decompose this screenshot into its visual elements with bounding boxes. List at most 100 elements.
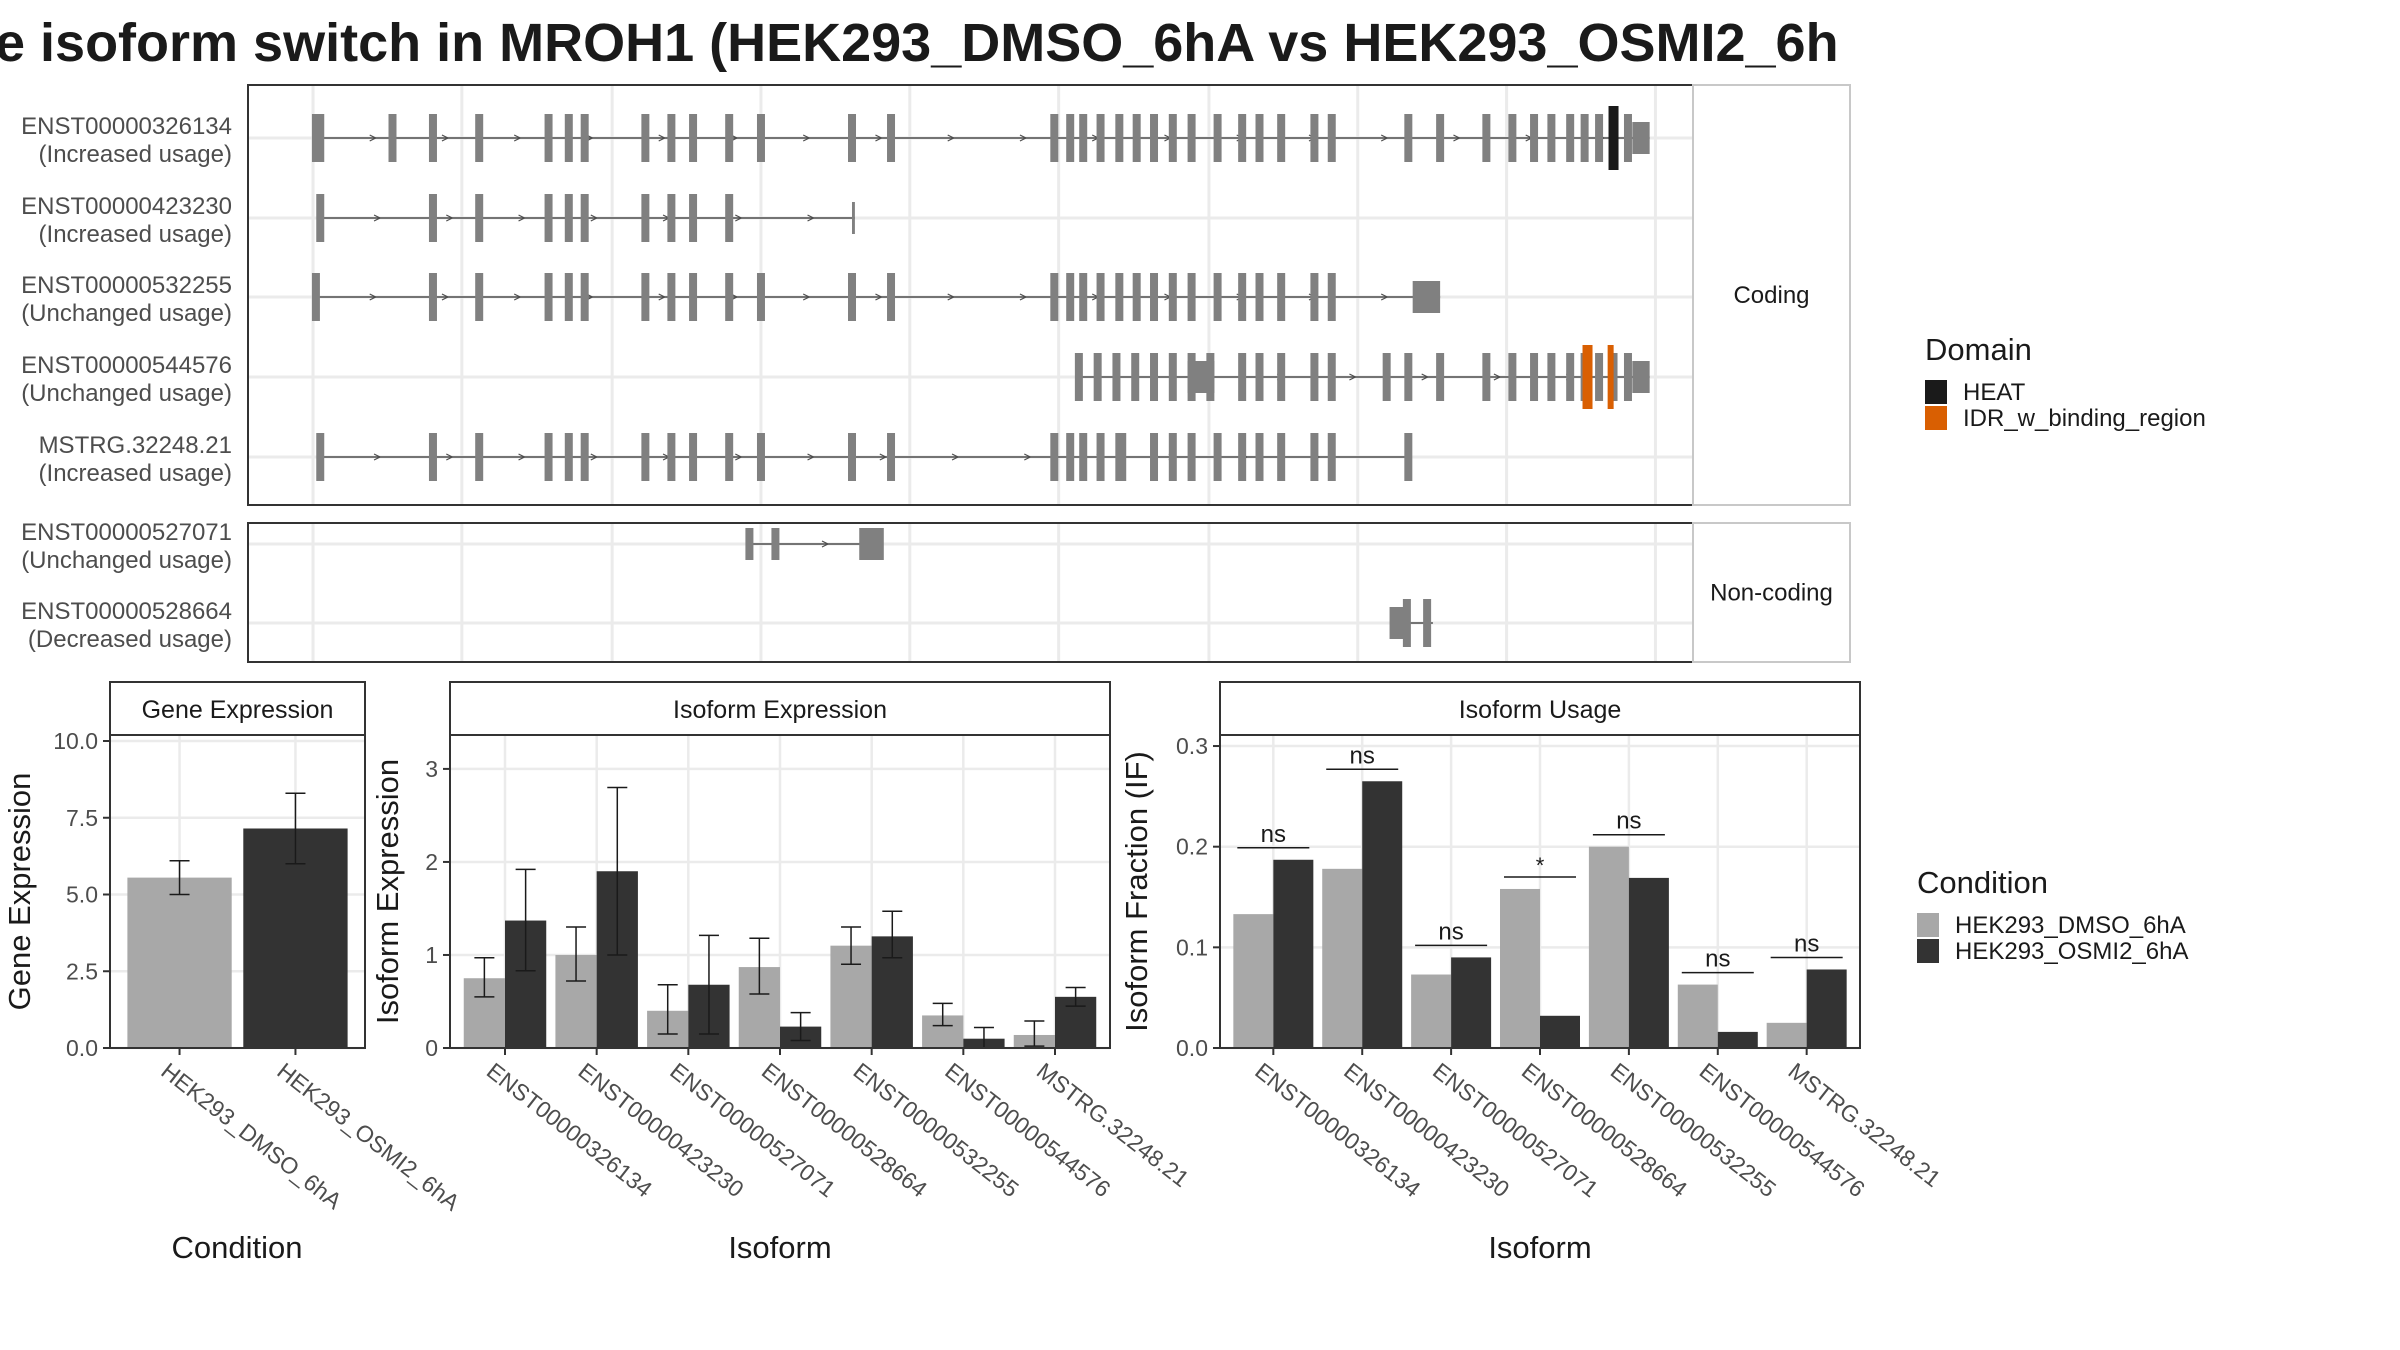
exon-block [428, 433, 437, 481]
exon-block [1327, 273, 1336, 321]
direction-arrow [802, 293, 811, 301]
utr-block [1412, 281, 1441, 313]
direction-arrow [446, 214, 454, 222]
significance-label: ns [1616, 808, 1641, 835]
direction-arrow [373, 453, 382, 461]
direction-arrow [441, 293, 450, 301]
direction-arrow [513, 293, 522, 301]
direction-arrow [518, 214, 526, 222]
transcript-usage-label: (Increased usage) [39, 460, 232, 487]
transcript-usage-label: (Decreased usage) [28, 626, 232, 653]
direction-arrow [1019, 134, 1028, 142]
bar [1451, 957, 1492, 1048]
exon-block [1066, 114, 1075, 162]
structure-panel-bg [248, 523, 1693, 662]
direction-arrow [947, 293, 956, 301]
exon-block [1238, 433, 1247, 481]
legend-label: HEAT [1963, 379, 2026, 406]
direction-arrow [1024, 453, 1032, 461]
direction-arrow [590, 453, 599, 461]
direction-arrow [1380, 293, 1389, 301]
exon-block [1150, 114, 1159, 162]
panel-title: Isoform Expression [673, 696, 887, 724]
bar [1411, 974, 1452, 1048]
exon-block [1436, 353, 1445, 401]
transcript-usage-label: (Unchanged usage) [21, 547, 232, 574]
exon-block [1310, 114, 1319, 162]
direction-arrow [369, 293, 378, 301]
exon-block [1187, 361, 1215, 393]
exon-block [1277, 433, 1286, 481]
exon-block [1079, 273, 1088, 321]
direction-arrow [441, 134, 450, 142]
exon-block [1132, 273, 1141, 321]
exon-block [1566, 114, 1575, 162]
exon-block [1530, 114, 1539, 162]
bar-panels: Gene Expression0.02.55.07.510.0HEK293_DM… [2, 681, 1946, 1265]
exon-block [1310, 353, 1319, 401]
utr-block [1632, 122, 1650, 154]
exon-block [756, 114, 765, 162]
y-tick-label: 0.0 [1176, 1035, 1208, 1061]
exon-block [1277, 273, 1286, 321]
exon-block [1079, 433, 1088, 481]
x-tick-label: ENST00000532255 [1606, 1057, 1781, 1202]
bar [1628, 877, 1669, 1048]
exon-block [1168, 273, 1177, 321]
exon-block [667, 433, 676, 481]
exon-block [1096, 433, 1105, 481]
structure-strip [1692, 522, 1851, 663]
exon-block [428, 114, 437, 162]
exon-block [388, 114, 397, 162]
y-tick-label: 5.0 [66, 882, 98, 908]
exon-block [1050, 273, 1059, 321]
y-tick-label: 0 [425, 1035, 438, 1061]
transcript-usage-label: (Increased usage) [39, 221, 232, 248]
bar [1362, 781, 1403, 1048]
y-tick-label: 0.3 [1176, 733, 1208, 759]
plot-border [109, 734, 366, 1049]
direction-arrow [807, 453, 815, 461]
bar [127, 877, 232, 1048]
exon-block [1402, 599, 1411, 647]
y-tick-label: 3 [425, 756, 438, 782]
x-tick-label: HEK293_OSMI2_6hA [272, 1057, 465, 1216]
exon-block [1255, 433, 1264, 481]
direction-arrow [518, 453, 526, 461]
x-tick-label: ENST00000423230 [1339, 1057, 1514, 1202]
exon-block [544, 114, 553, 162]
exon-block [887, 114, 896, 162]
exon-block [1150, 273, 1159, 321]
bar [1233, 914, 1274, 1048]
y-tick-label: 7.5 [66, 805, 98, 831]
direction-arrow [1019, 293, 1028, 301]
exon-block [1530, 353, 1539, 401]
panel-strip [449, 681, 1111, 736]
exon-block [641, 273, 650, 321]
bar [1273, 859, 1314, 1048]
direction-arrow [658, 293, 667, 301]
significance-label: ns [1438, 918, 1463, 945]
exon-block [1508, 114, 1517, 162]
exon-block [887, 273, 896, 321]
transcript-usage-label: (Unchanged usage) [21, 380, 232, 407]
exon-block [475, 114, 484, 162]
idr-domain-block [1582, 345, 1593, 409]
x-axis-title: Isoform [1488, 1230, 1591, 1265]
exon-block [1096, 273, 1105, 321]
exon-block [1310, 433, 1319, 481]
exon-block [667, 273, 676, 321]
x-tick-label: ENST00000527071 [665, 1057, 840, 1202]
exon-block [745, 528, 754, 560]
exon-block [580, 433, 589, 481]
x-tick-label: MSTRG.32248.21 [1784, 1057, 1946, 1192]
exon-block [1423, 599, 1432, 647]
exon-block [689, 114, 698, 162]
exon-block [1187, 114, 1196, 162]
direction-arrow [821, 540, 830, 548]
exon-block [1623, 114, 1632, 162]
x-tick-label: ENST00000544576 [1695, 1057, 1870, 1202]
exon-block [580, 114, 589, 162]
transcript-id-label: ENST00000532255 [21, 272, 232, 299]
exon-block [641, 114, 650, 162]
